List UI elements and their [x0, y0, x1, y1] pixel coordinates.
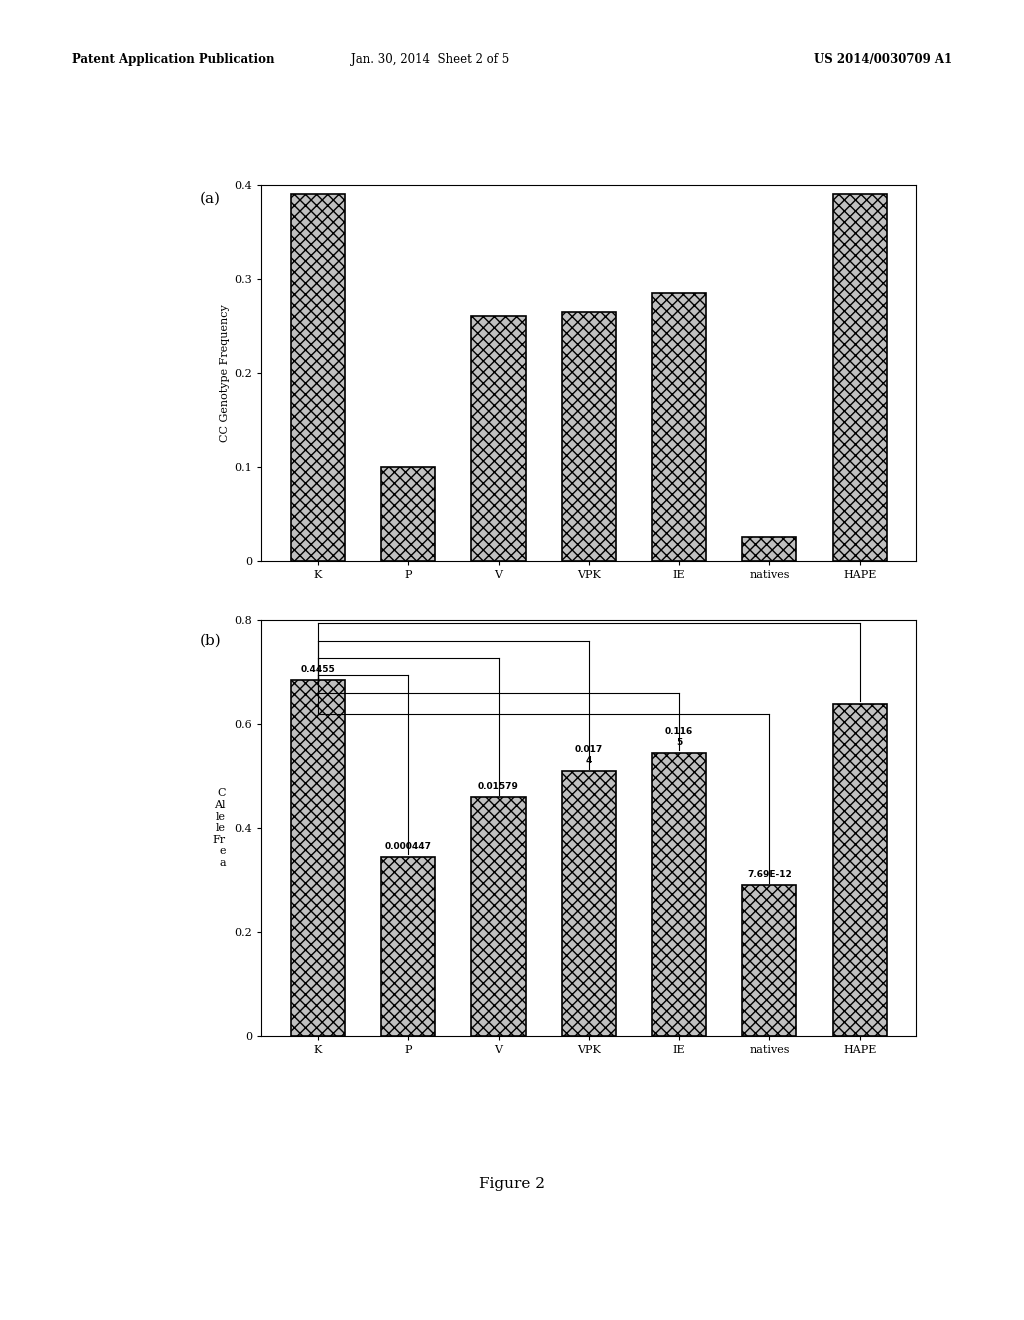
Bar: [652, 752, 707, 1036]
Bar: [833, 194, 887, 561]
Bar: [381, 467, 435, 561]
Bar: [291, 194, 345, 561]
Bar: [381, 857, 435, 1036]
Text: (b): (b): [200, 634, 221, 648]
Bar: [562, 771, 615, 1036]
Bar: [742, 886, 797, 1036]
Text: Patent Application Publication: Patent Application Publication: [72, 53, 274, 66]
Bar: [562, 312, 615, 561]
Text: 0.116
5: 0.116 5: [665, 727, 693, 747]
Text: Jan. 30, 2014  Sheet 2 of 5: Jan. 30, 2014 Sheet 2 of 5: [351, 53, 509, 66]
Y-axis label: CC Genotype Frequency: CC Genotype Frequency: [220, 304, 230, 442]
Text: 0.01579: 0.01579: [478, 781, 519, 791]
Text: 0.017
4: 0.017 4: [574, 746, 603, 764]
Bar: [833, 704, 887, 1036]
Text: Figure 2: Figure 2: [479, 1177, 545, 1192]
Text: 7.69E-12: 7.69E-12: [746, 870, 792, 879]
Text: 0.4455: 0.4455: [301, 665, 336, 675]
Text: US 2014/0030709 A1: US 2014/0030709 A1: [814, 53, 952, 66]
Y-axis label: C
Al
le
le
Fr
e
a: C Al le le Fr e a: [213, 788, 226, 869]
Bar: [471, 317, 525, 561]
Text: 0.000447: 0.000447: [385, 842, 432, 850]
Bar: [652, 293, 707, 561]
Bar: [471, 797, 525, 1036]
Text: (a): (a): [200, 191, 221, 206]
Bar: [291, 680, 345, 1036]
Bar: [742, 537, 797, 561]
